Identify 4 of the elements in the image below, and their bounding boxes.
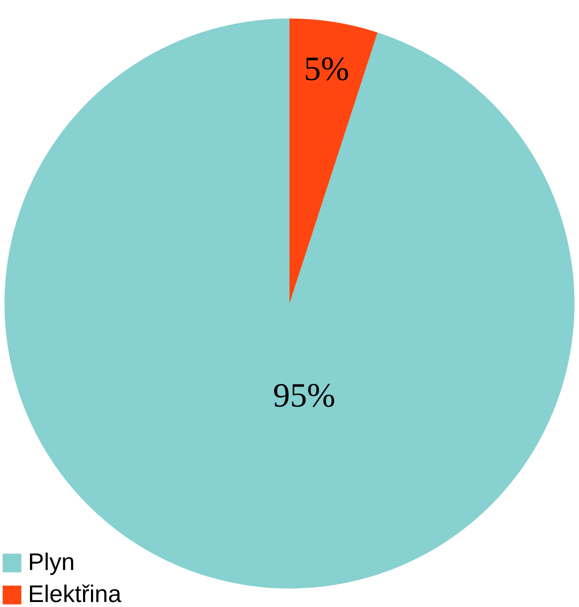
data-label: 95% [273, 377, 336, 414]
legend-label: Elektřina [28, 581, 122, 607]
legend-label: Plyn [28, 549, 75, 576]
data-label: 5% [304, 50, 350, 88]
